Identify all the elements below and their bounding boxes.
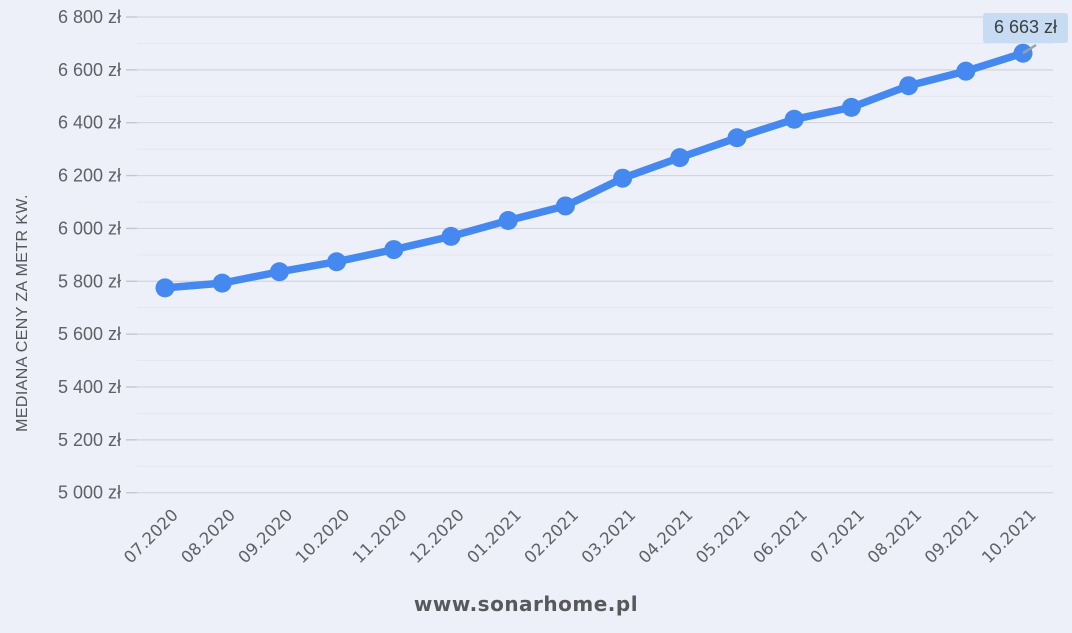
y-tick-label: 6 000 zł [58, 218, 121, 238]
last-value-callout: 6 663 zł [983, 13, 1069, 43]
data-point[interactable] [555, 196, 575, 216]
x-tick-label: 01.2021 [463, 505, 525, 567]
x-tick-label: 06.2021 [749, 505, 811, 567]
y-axis-ticks [126, 16, 137, 494]
y-tick-label: 5 200 zł [58, 430, 121, 450]
y-tick-label: 6 400 zł [58, 113, 121, 133]
y-tick-label: 6 600 zł [58, 60, 121, 80]
x-tick-label: 07.2020 [120, 505, 182, 567]
data-point[interactable] [899, 76, 919, 96]
data-point[interactable] [498, 210, 518, 230]
y-axis-title: MEDIANA CENY ZA METR KW. [14, 194, 31, 432]
data-point[interactable] [956, 61, 976, 81]
gridlines [137, 16, 1053, 494]
data-point[interactable] [784, 109, 804, 129]
data-point[interactable] [727, 128, 747, 148]
x-tick-label: 11.2020 [349, 505, 411, 567]
y-tick-label: 5 800 zł [58, 271, 121, 291]
x-tick-label: 07.2021 [807, 505, 869, 567]
x-tick-label: 10.2020 [292, 505, 354, 567]
y-tick-label: 5 400 zł [58, 377, 121, 397]
price-line [161, 49, 1027, 292]
y-tick-label: 6 200 zł [58, 166, 121, 186]
y-tick-label: 6 800 zł [58, 7, 121, 27]
data-point[interactable] [841, 97, 861, 117]
x-tick-label: 09.2020 [235, 505, 297, 567]
watermark-text: www.sonarhome.pl [413, 592, 639, 616]
x-tick-label: 05.2021 [692, 505, 754, 567]
x-tick-label: 12.2020 [406, 505, 468, 567]
y-tick-label: 5 600 zł [58, 324, 121, 344]
y-tick-label: 5 000 zł [58, 483, 121, 503]
data-point[interactable] [441, 226, 461, 246]
y-axis-tick-labels: 5 000 zł 5 200 zł 5 400 zł 5 600 zł 5 800 zł… [58, 7, 121, 503]
x-tick-label: 08.2020 [177, 505, 239, 567]
x-tick-label: 09.2021 [921, 505, 983, 567]
callout-connector [1022, 43, 1037, 55]
data-point[interactable] [384, 240, 404, 260]
x-tick-label: 10.2021 [978, 505, 1040, 567]
data-points [155, 43, 1033, 298]
data-point[interactable] [269, 262, 289, 282]
data-point[interactable] [613, 168, 633, 188]
data-point[interactable] [155, 278, 175, 298]
x-tick-label: 02.2021 [521, 505, 583, 567]
x-tick-label: 08.2021 [864, 505, 926, 567]
data-point[interactable] [212, 273, 232, 293]
x-axis-tick-labels: 07.202008.202009.202010.202011.202012.20… [120, 505, 1040, 567]
data-point[interactable] [670, 148, 690, 168]
data-point[interactable] [327, 252, 347, 272]
x-tick-label: 03.2021 [578, 505, 640, 567]
x-tick-label: 04.2021 [635, 505, 697, 567]
